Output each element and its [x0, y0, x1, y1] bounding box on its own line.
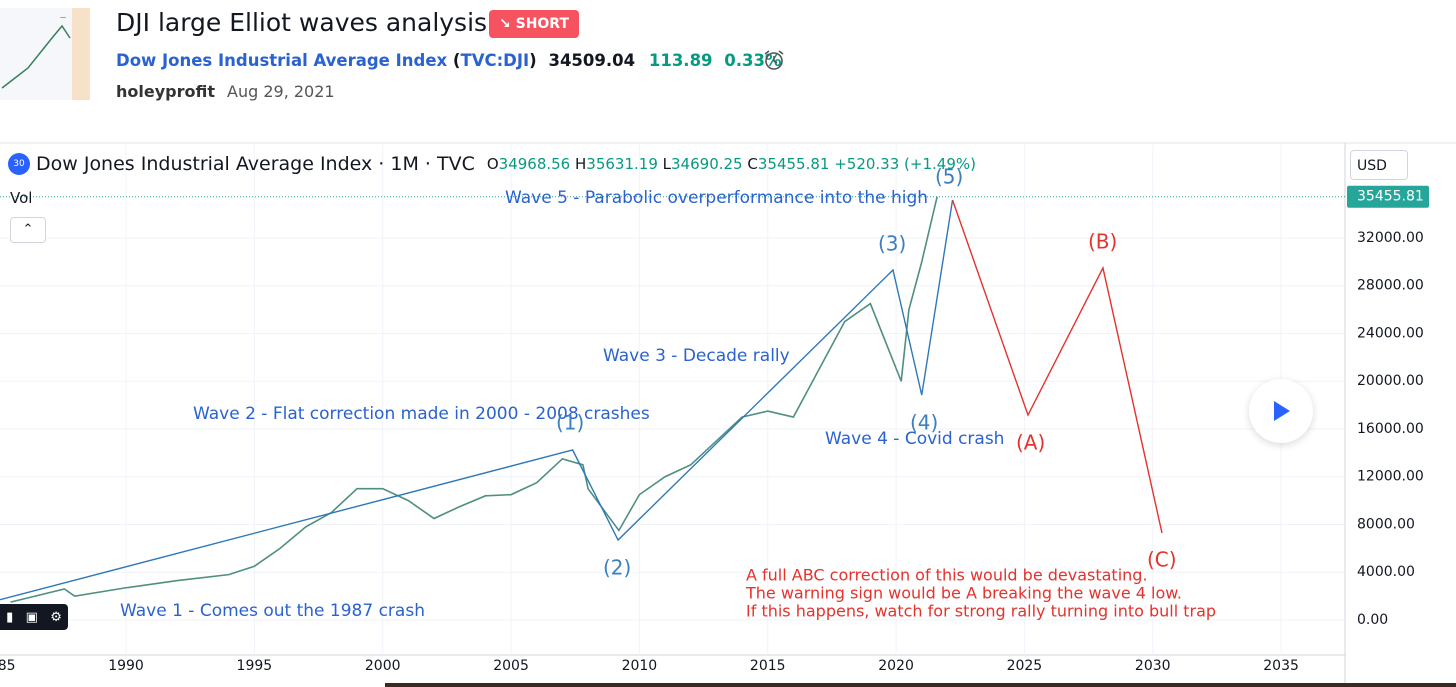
y-tick-label: 0.00 [1357, 612, 1388, 628]
ohlc-key: O [486, 155, 499, 173]
ohlc-key: L [662, 155, 672, 173]
x-tick-label: 2000 [365, 658, 401, 674]
x-tick-label: 1995 [237, 658, 273, 674]
ohlc-value: 34690.25 [671, 155, 743, 173]
symbol-row: Dow Jones Industrial Average Index (TVC:… [116, 51, 782, 70]
legend-title: Dow Jones Industrial Average Index · 1M … [36, 153, 475, 175]
annotation: Wave 1 - Comes out the 1987 crash [120, 601, 425, 621]
series-line [0, 199, 954, 601]
x-tick-label: 2035 [1263, 658, 1299, 674]
annotation: (3) [878, 232, 906, 256]
x-tick-label: 2005 [493, 658, 529, 674]
annotation: A full ABC correction of this would be d… [746, 566, 1148, 585]
ohlc-value: 35631.19 [586, 155, 658, 173]
annotation: Wave 4 - Covid crash [825, 429, 1004, 449]
tool-icon[interactable]: ⚙ [50, 609, 62, 625]
ohlc: O34968.56 H35631.19 L34690.25 C35455.81 … [487, 155, 976, 173]
x-tick-label: 2015 [750, 658, 786, 674]
ohlc-value: 34968.56 [498, 155, 571, 173]
legend-change: +520.33 (+1.49%) [834, 155, 976, 173]
x-tick-label: 1985 [0, 658, 16, 674]
logo-badge: 30 [8, 153, 30, 175]
annotation: Wave 3 - Decade rally [603, 346, 790, 366]
currency-button[interactable]: USD [1350, 150, 1408, 180]
y-tick-label: 8000.00 [1357, 516, 1415, 532]
last-price-box [1347, 185, 1429, 208]
y-tick-label: 24000.00 [1357, 325, 1424, 341]
x-tick-label: 2020 [878, 658, 914, 674]
x-tick-label: 2025 [1007, 658, 1043, 674]
annotation: (2) [603, 556, 631, 580]
annotation: (1) [556, 411, 584, 435]
alarm-icon[interactable] [762, 48, 788, 72]
annotation: (4) [910, 411, 938, 435]
annotation: If this happens, watch for strong rally … [746, 602, 1216, 621]
annotation: The warning sign would be A breaking the… [745, 584, 1182, 603]
series-line [951, 199, 1163, 534]
bottom-strip [385, 683, 1456, 687]
annotation: Wave 5 - Parabolic overperformance into … [505, 188, 928, 208]
price: 34509.04 [548, 51, 636, 70]
svg-text:—: — [60, 15, 66, 22]
y-tick-label: 32000.00 [1357, 230, 1424, 246]
author[interactable]: holeyprofit [116, 82, 215, 101]
plot-area [0, 145, 1345, 655]
symbol-code[interactable]: TVC:DJI [460, 51, 530, 70]
badge-text: SHORT [515, 16, 570, 32]
paren: ( [452, 51, 461, 70]
annotation: Wave 2 - Flat correction made in 2000 - … [193, 404, 650, 424]
ohlc-key: H [575, 155, 587, 173]
annotation: (B) [1088, 230, 1117, 254]
idea-title: DJI large Elliot waves analysis [116, 8, 488, 37]
short-badge[interactable]: ↘ SHORT [489, 10, 580, 38]
y-tick-label: 28000.00 [1357, 278, 1424, 294]
series-line [10, 196, 938, 603]
play-button[interactable] [1249, 379, 1313, 443]
collapse-button[interactable]: ⌃ [10, 217, 46, 243]
x-tick-label: 2030 [1135, 658, 1171, 674]
toolbar: ▮ ▣ ⚙ [0, 604, 68, 630]
tool-icon[interactable]: ▣ [25, 609, 38, 625]
x-tick-label: 2010 [622, 658, 658, 674]
paren: ) [529, 51, 537, 70]
annotation: (C) [1147, 548, 1177, 572]
ohlc-value: 35455.81 [757, 155, 830, 173]
last-price-label: 35455.81 [1357, 189, 1424, 205]
y-tick-label: 20000.00 [1357, 373, 1424, 389]
arrow-icon: ↘ [499, 16, 516, 32]
tool-icon[interactable]: ▮ [6, 609, 14, 625]
change: 113.89 [648, 51, 713, 70]
annotation: (A) [1016, 431, 1045, 455]
legend-row: 30 Dow Jones Industrial Average Index · … [8, 153, 976, 175]
symbol-name[interactable]: Dow Jones Industrial Average Index [116, 51, 448, 70]
date: Aug 29, 2021 [227, 82, 335, 101]
thumbnail: — [0, 8, 90, 100]
y-tick-label: 16000.00 [1357, 421, 1424, 437]
y-tick-label: 4000.00 [1357, 564, 1415, 580]
volume-label: Vol [10, 189, 33, 207]
x-tick-label: 1990 [108, 658, 144, 674]
ohlc-key: C [747, 155, 758, 173]
play-icon [1274, 401, 1290, 421]
y-tick-label: 12000.00 [1357, 469, 1424, 485]
